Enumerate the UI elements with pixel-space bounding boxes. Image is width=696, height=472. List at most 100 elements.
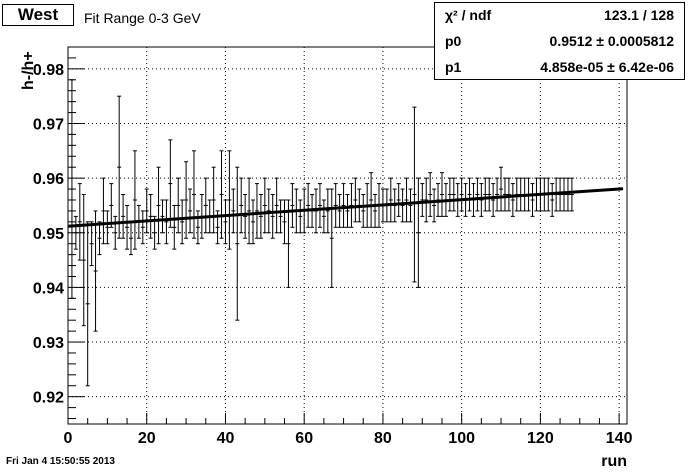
stat-label: p0 — [445, 33, 462, 49]
data-point — [243, 194, 248, 239]
data-point — [412, 106, 417, 283]
tick-labels: 0 20 40 60 80 100 120 140 0.92 0.93 0.94 0.95 0.96 0.… — [33, 62, 633, 447]
data-point — [424, 177, 429, 223]
data-point — [231, 188, 236, 234]
data-point — [286, 199, 291, 288]
data-point — [176, 177, 181, 234]
data-point — [223, 199, 228, 245]
fit-stats-box: χ² / ndf 123.1 / 128 p0 0.9512 ± 0.00058… — [434, 2, 685, 80]
error-bars — [69, 79, 574, 387]
data-point — [219, 150, 224, 239]
data-point — [361, 194, 366, 228]
data-point — [447, 177, 452, 212]
data-point — [105, 210, 110, 245]
data-point — [499, 166, 504, 212]
data-point — [266, 188, 271, 234]
data-point — [475, 177, 480, 212]
stat-value: 0.9512 ± 0.0005812 — [549, 33, 674, 49]
data-point — [278, 199, 283, 234]
data-point — [495, 177, 500, 212]
y-tick-label: 0.98 — [33, 62, 64, 79]
data-point — [211, 166, 216, 234]
data-point — [388, 177, 393, 223]
data-point — [191, 150, 196, 239]
data-point — [85, 221, 90, 387]
data-point — [467, 177, 472, 212]
data-point — [565, 177, 570, 212]
y-tick-label: 0.97 — [33, 116, 64, 133]
data-point — [298, 199, 303, 234]
data-point — [89, 221, 94, 267]
data-point — [317, 183, 322, 228]
data-point — [254, 183, 259, 239]
data-point — [77, 183, 82, 261]
data-point — [132, 150, 137, 250]
stat-row-p1: p1 4.858e-05 ± 6.42e-06 — [435, 55, 684, 79]
stat-row-chi2: χ² / ndf 123.1 / 128 — [435, 3, 684, 27]
data-point — [160, 199, 165, 234]
data-point — [341, 183, 346, 228]
data-point — [203, 177, 208, 234]
axis-ticks — [67, 57, 620, 424]
data-point — [502, 177, 507, 212]
data-point — [349, 183, 354, 228]
data-point — [97, 221, 102, 256]
x-tick-label: 40 — [217, 430, 235, 447]
data-point — [432, 188, 437, 223]
data-point — [479, 183, 484, 217]
data-point — [180, 199, 185, 245]
data-point — [93, 210, 98, 332]
data-point — [195, 210, 200, 245]
data-point — [530, 183, 535, 217]
data-point — [274, 177, 279, 234]
data-point — [235, 166, 240, 321]
data-point — [416, 177, 421, 288]
chart-title: West — [17, 5, 59, 24]
y-tick-label: 0.96 — [33, 171, 64, 188]
data-point — [506, 177, 511, 212]
data-point — [404, 177, 409, 223]
data-point — [227, 150, 232, 250]
x-tick-label: 0 — [64, 430, 73, 447]
data-point — [306, 183, 311, 228]
plot-frame — [67, 46, 628, 425]
grid-lines — [67, 47, 627, 424]
data-point — [121, 194, 126, 239]
data-point — [270, 194, 275, 239]
data-point — [239, 177, 244, 234]
data-point — [337, 194, 342, 228]
data-point — [258, 194, 263, 239]
x-tick-label: 140 — [606, 430, 633, 447]
data-point — [148, 194, 153, 239]
stat-label: χ² / ndf — [445, 7, 492, 23]
data-point — [562, 177, 567, 212]
data-point — [113, 215, 118, 250]
data-point — [329, 188, 334, 288]
data-point — [439, 172, 444, 217]
x-tick-label: 60 — [295, 430, 313, 447]
data-point — [345, 194, 350, 228]
data-point — [325, 188, 330, 234]
data-point — [400, 188, 405, 223]
x-axis-label: run — [601, 453, 627, 470]
fit-line-segment — [67, 187, 624, 228]
y-tick-label: 0.93 — [33, 335, 64, 352]
fit-line — [67, 187, 624, 228]
data-point — [353, 177, 358, 223]
data-point — [333, 183, 338, 228]
data-point — [156, 166, 161, 245]
data-point — [569, 177, 574, 212]
data-point — [125, 204, 130, 250]
data-point — [144, 188, 149, 234]
data-point — [109, 183, 114, 228]
data-point — [69, 79, 74, 299]
data-point — [550, 183, 555, 217]
data-point — [487, 177, 492, 212]
x-tick-label: 120 — [527, 430, 554, 447]
y-tick-label: 0.94 — [33, 280, 64, 297]
data-point — [140, 210, 145, 245]
chart-subtitle: Fit Range 0-3 GeV — [84, 10, 201, 26]
data-point — [251, 199, 256, 245]
data-point — [428, 172, 433, 217]
stat-row-p0: p0 0.9512 ± 0.0005812 — [435, 29, 684, 53]
